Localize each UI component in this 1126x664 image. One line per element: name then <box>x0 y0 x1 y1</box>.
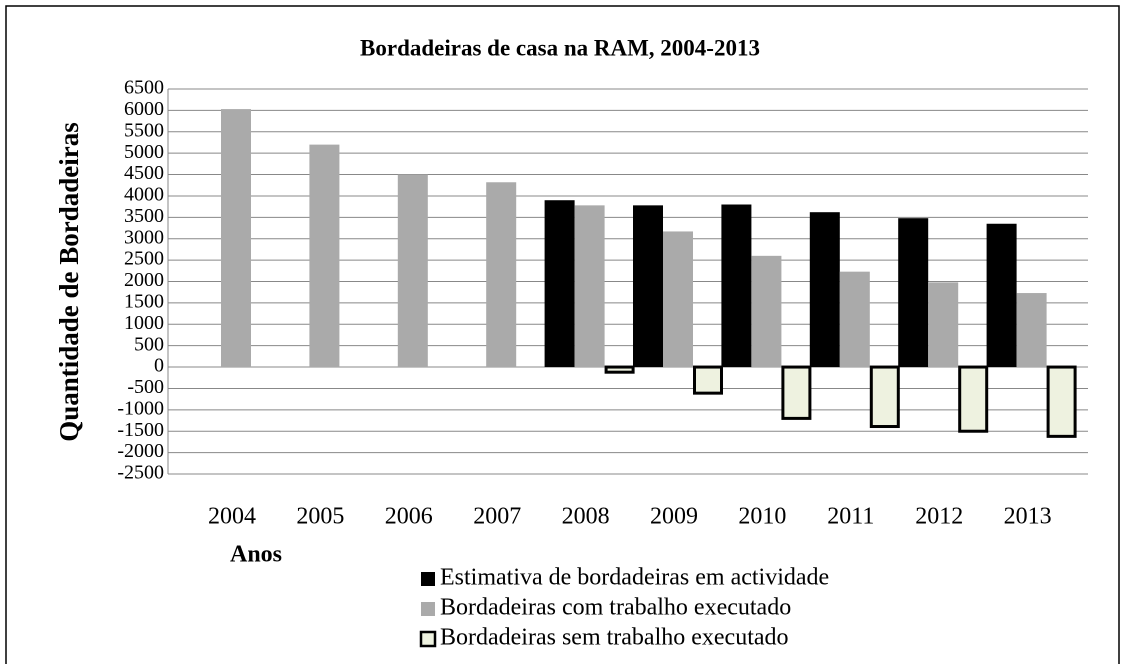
y-tick-label: 500 <box>134 333 164 355</box>
bar <box>397 174 428 368</box>
legend-swatch <box>419 630 437 648</box>
x-tick-label: 2007 <box>473 504 521 530</box>
bar <box>1016 293 1047 368</box>
y-tick-label: 6500 <box>124 77 164 99</box>
x-axis-label: Anos <box>230 542 282 568</box>
bar <box>958 365 989 433</box>
bar <box>574 205 605 368</box>
x-tick-label: 2009 <box>650 504 698 530</box>
y-tick-label: -1000 <box>117 397 164 419</box>
bar <box>869 365 900 429</box>
y-tick-label: 3000 <box>124 226 164 248</box>
legend-label: Estimativa de bordadeiras em actividade <box>440 565 829 591</box>
y-tick-label: 2000 <box>124 269 164 291</box>
x-tick-label: 2005 <box>296 504 344 530</box>
y-tick-label: 2500 <box>124 248 164 270</box>
y-tick-label: 1000 <box>124 312 164 334</box>
legend-swatch <box>421 602 435 616</box>
bar <box>663 231 693 368</box>
bar <box>721 204 752 368</box>
bar <box>839 271 870 368</box>
y-tick-label: 4000 <box>124 184 164 206</box>
bar <box>633 205 663 368</box>
x-tick-label: 2006 <box>385 504 433 530</box>
bar <box>544 200 575 368</box>
bar <box>486 182 517 368</box>
bar <box>986 223 1017 368</box>
x-tick-label: 2013 <box>1004 504 1052 530</box>
y-tick-label: -500 <box>127 376 164 398</box>
y-axis-label: Quantidade de Bordadeiras <box>54 122 84 442</box>
y-tick-label: 4500 <box>124 162 164 184</box>
bar <box>309 144 340 368</box>
bar <box>604 365 635 374</box>
bar <box>1046 365 1077 438</box>
x-tick-label: 2010 <box>738 504 786 530</box>
y-tick-label: 0 <box>154 355 164 377</box>
bar <box>898 218 929 368</box>
y-tick-label: 5000 <box>124 141 164 163</box>
y-tick-label: 1500 <box>124 290 164 312</box>
x-tick-label: 2012 <box>915 504 963 530</box>
x-tick-label: 2011 <box>827 504 874 530</box>
y-tick-label: -2000 <box>117 440 164 462</box>
y-tick-label: -2500 <box>117 462 164 484</box>
bar <box>221 109 251 368</box>
legend-swatch <box>421 572 435 586</box>
bar <box>809 212 840 368</box>
bar <box>693 365 723 395</box>
legend-label: Bordadeiras sem trabalho executado <box>440 625 789 651</box>
bar <box>751 255 782 368</box>
x-tick-label: 2008 <box>562 504 610 530</box>
chart-title: Bordadeiras de casa na RAM, 2004-2013 <box>360 35 760 60</box>
legend-label: Bordadeiras com trabalho executado <box>440 595 791 621</box>
y-tick-label: 5500 <box>124 119 164 141</box>
bar <box>928 282 959 368</box>
y-tick-label: 6000 <box>124 98 164 120</box>
y-tick-label: -1500 <box>117 419 164 441</box>
bar <box>781 365 812 420</box>
y-tick-label: 3500 <box>124 205 164 227</box>
x-tick-label: 2004 <box>208 504 256 530</box>
